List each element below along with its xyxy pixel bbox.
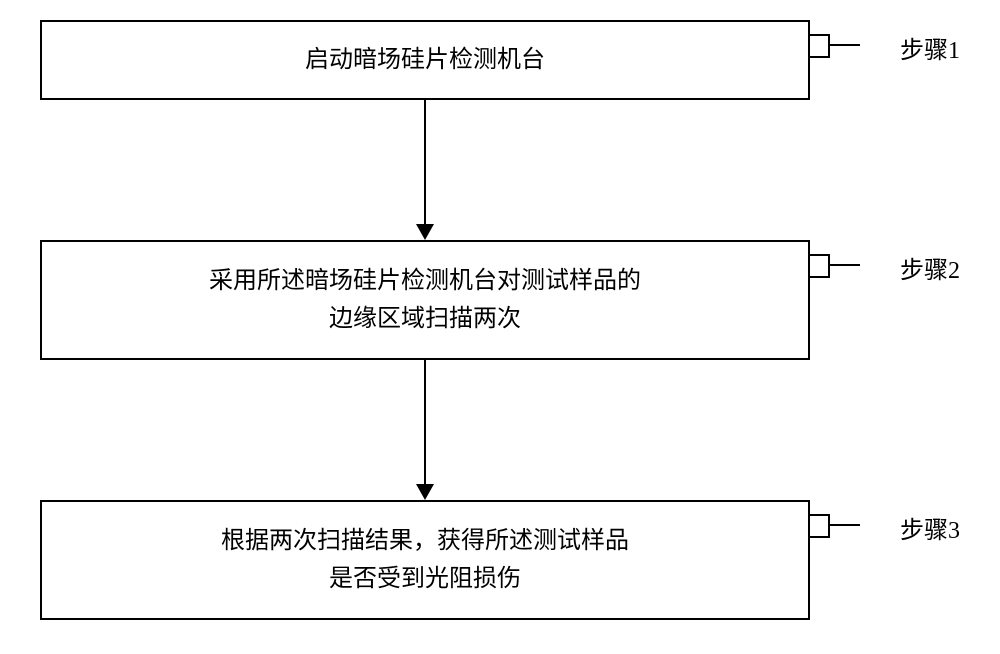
step3-text: 根据两次扫描结果，获得所述测试样品是否受到光阻损伤 — [221, 522, 629, 599]
step1-label: 步骤1 — [900, 30, 960, 65]
arrow2-head — [416, 484, 434, 500]
step2-bracket — [810, 254, 830, 278]
step1-bracket-stem — [830, 44, 860, 46]
step2-label: 步骤2 — [900, 250, 960, 285]
step1-text: 启动暗场硅片检测机台 — [305, 41, 545, 79]
arrow1-line — [424, 100, 426, 224]
step3-bracket-stem — [830, 524, 860, 526]
step3-bracket — [810, 514, 830, 538]
step2-label-text: 步骤2 — [900, 258, 960, 284]
step1-label-text: 步骤1 — [900, 38, 960, 64]
step2-text: 采用所述暗场硅片检测机台对测试样品的边缘区域扫描两次 — [209, 262, 641, 339]
step3-label-text: 步骤3 — [900, 518, 960, 544]
arrow1-head — [416, 224, 434, 240]
flowchart-canvas: 启动暗场硅片检测机台 步骤1 采用所述暗场硅片检测机台对测试样品的边缘区域扫描两… — [0, 0, 1000, 654]
step1-box: 启动暗场硅片检测机台 — [40, 20, 810, 100]
step2-bracket-stem — [830, 264, 860, 266]
step1-bracket — [810, 34, 830, 58]
step3-box: 根据两次扫描结果，获得所述测试样品是否受到光阻损伤 — [40, 500, 810, 620]
step3-label: 步骤3 — [900, 510, 960, 545]
arrow2-line — [424, 360, 426, 484]
step2-box: 采用所述暗场硅片检测机台对测试样品的边缘区域扫描两次 — [40, 240, 810, 360]
